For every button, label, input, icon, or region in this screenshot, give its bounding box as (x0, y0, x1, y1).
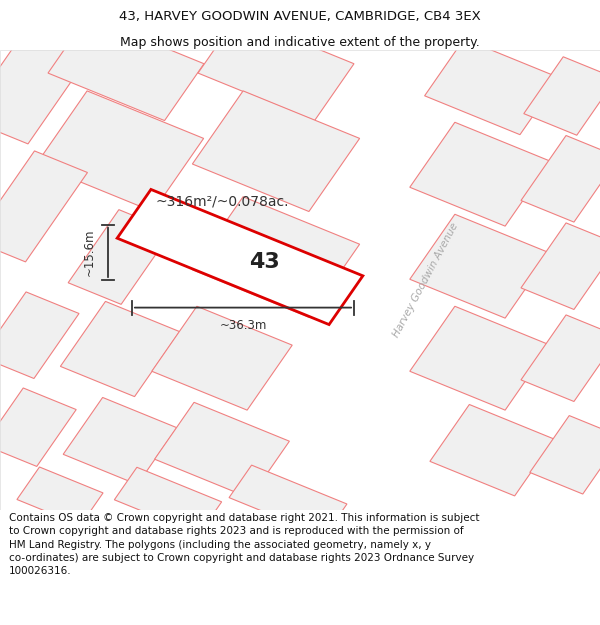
Polygon shape (0, 388, 76, 466)
Polygon shape (61, 301, 179, 397)
Polygon shape (524, 57, 600, 135)
Polygon shape (0, 292, 79, 379)
Polygon shape (229, 465, 347, 536)
Polygon shape (425, 39, 559, 134)
Text: 43, HARVEY GOODWIN AVENUE, CAMBRIDGE, CB4 3EX: 43, HARVEY GOODWIN AVENUE, CAMBRIDGE, CB… (119, 10, 481, 23)
Polygon shape (521, 315, 600, 401)
Polygon shape (0, 151, 88, 262)
Text: Harvey Goodwin Avenue: Harvey Goodwin Avenue (392, 221, 460, 339)
Polygon shape (17, 467, 103, 526)
Text: 43: 43 (248, 252, 280, 272)
Polygon shape (521, 223, 600, 309)
Polygon shape (410, 122, 550, 226)
Polygon shape (430, 404, 554, 496)
Polygon shape (48, 16, 204, 121)
Polygon shape (521, 136, 600, 222)
Polygon shape (68, 209, 172, 304)
Polygon shape (530, 416, 600, 494)
Polygon shape (37, 91, 203, 211)
Polygon shape (115, 468, 221, 534)
Text: Map shows position and indicative extent of the property.: Map shows position and indicative extent… (120, 36, 480, 49)
Text: Contains OS data © Crown copyright and database right 2021. This information is : Contains OS data © Crown copyright and d… (9, 513, 479, 576)
Polygon shape (117, 189, 363, 324)
Text: ~15.6m: ~15.6m (83, 229, 96, 276)
Text: ~316m²/~0.078ac.: ~316m²/~0.078ac. (155, 195, 289, 209)
Polygon shape (0, 21, 95, 144)
Polygon shape (410, 214, 550, 318)
Text: ~36.3m: ~36.3m (220, 319, 266, 332)
Polygon shape (193, 197, 359, 318)
Polygon shape (198, 16, 354, 121)
Polygon shape (155, 402, 289, 498)
Polygon shape (63, 398, 177, 484)
Polygon shape (193, 91, 359, 211)
Polygon shape (410, 306, 550, 410)
Polygon shape (152, 306, 292, 410)
